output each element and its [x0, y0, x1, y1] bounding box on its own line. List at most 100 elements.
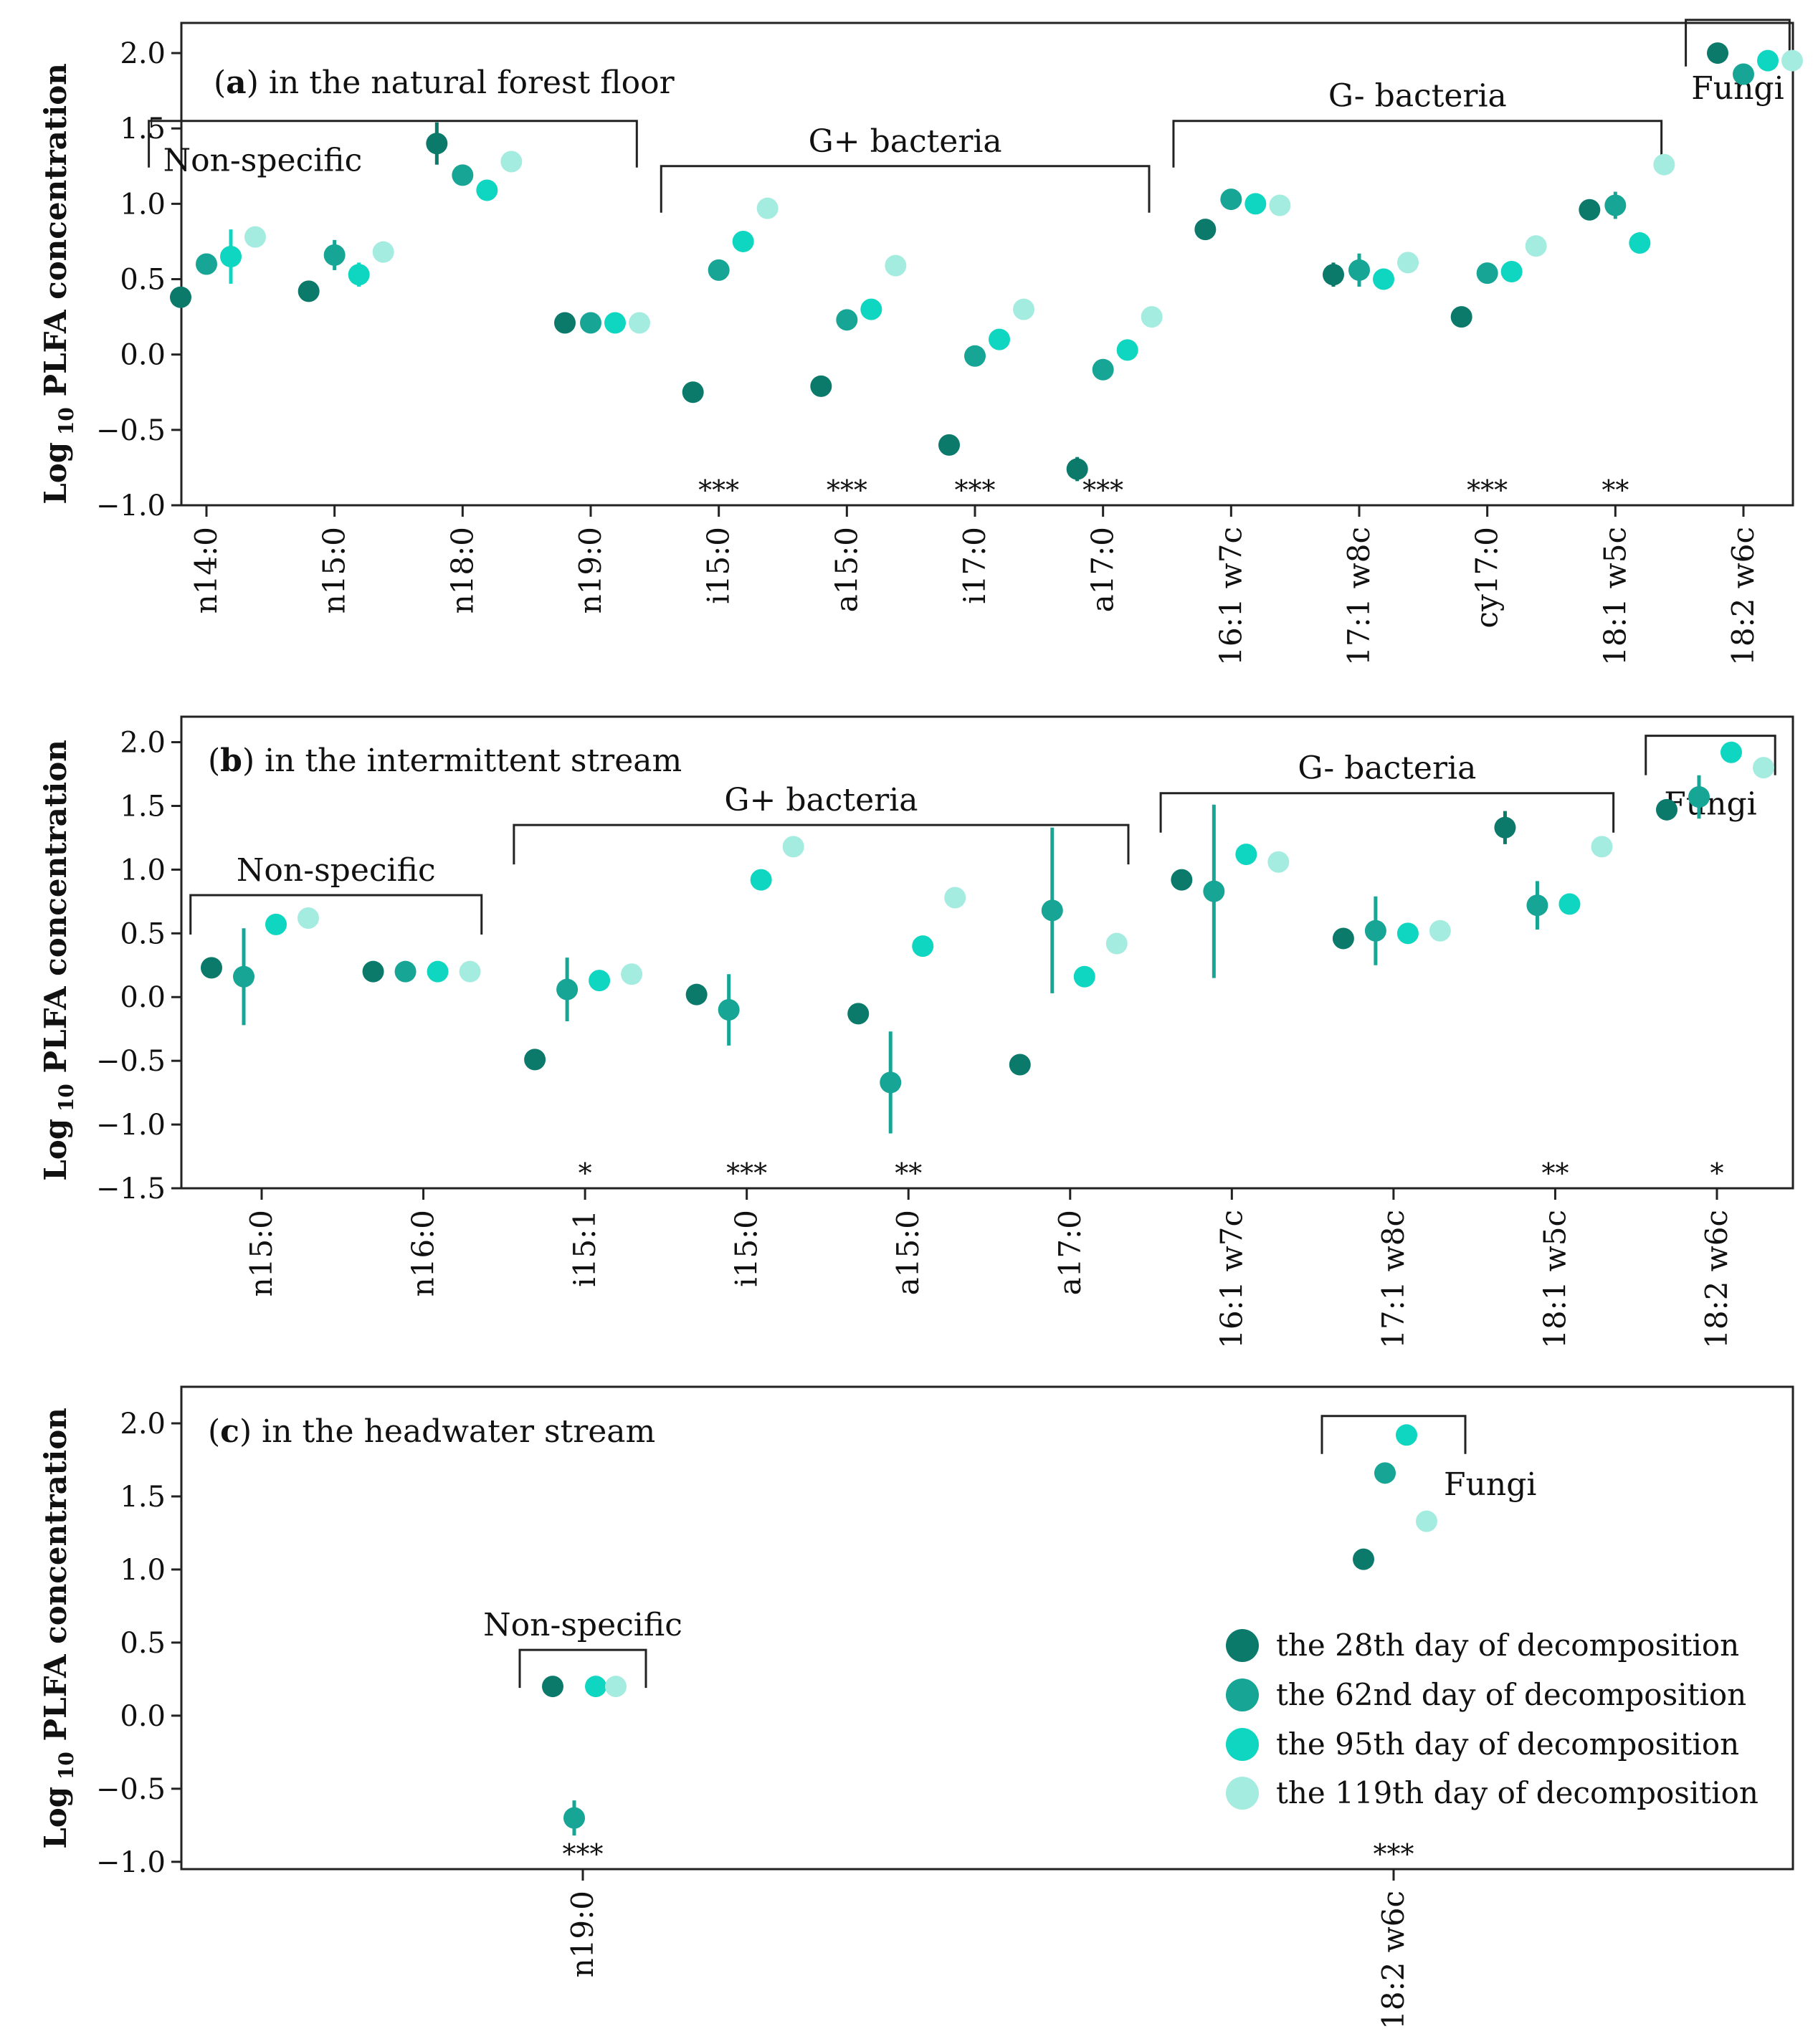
legend-label-95: the 95th day of decomposition [1276, 1727, 1739, 1762]
panel-c-letter: c [220, 1413, 239, 1450]
panel-c-groups: Non-specific Fungi [483, 1415, 1536, 1689]
y-tick-label: 0.5 [120, 264, 166, 297]
x-tick-label: 18:2 w6c [1699, 1210, 1734, 1349]
data-point [629, 312, 650, 334]
group-bracket [1172, 120, 1663, 168]
significance-label: *** [1374, 1838, 1414, 1870]
panel-c-marks [542, 1424, 1437, 1836]
data-point [1450, 306, 1472, 328]
y-tick-label: 2.0 [120, 727, 166, 760]
x-tick-label: n16:0 [406, 1210, 441, 1296]
panel-a-significance: *** *** *** *** *** ** [698, 474, 1629, 506]
panel-c: Log 10 PLFA concentration (c) in the hea… [38, 1385, 1794, 2030]
legend-marker-62 [1226, 1678, 1259, 1711]
data-point [589, 970, 611, 992]
group-bracket [1685, 19, 1791, 67]
data-point [880, 1071, 902, 1094]
ylabel-log: Log [38, 1787, 73, 1849]
data-point [1753, 757, 1774, 779]
group-bracket [518, 1648, 647, 1689]
y-tick-label: 0.0 [120, 981, 166, 1014]
data-point [298, 907, 319, 929]
panel-b-ylabel: Log 10 PLFA concentration [38, 740, 78, 1181]
data-point [750, 869, 772, 891]
data-point [1373, 268, 1394, 290]
data-point [847, 1003, 870, 1025]
data-point [1429, 920, 1451, 942]
data-point [860, 298, 882, 320]
panel-c-significance: *** *** [563, 1838, 1414, 1870]
data-point [196, 253, 217, 275]
data-point [782, 836, 804, 858]
data-point [170, 286, 191, 308]
data-point [362, 960, 384, 983]
group-label: G- bacteria [1328, 78, 1507, 115]
data-point [1267, 851, 1290, 873]
y-tick-label: −1.0 [96, 489, 166, 522]
significance-label: *** [1082, 474, 1123, 506]
data-point [756, 197, 779, 219]
y-tick-label: −1.5 [96, 1173, 166, 1205]
data-point [1416, 1510, 1437, 1532]
y-tick-label: −1.0 [96, 1846, 166, 1879]
x-tick-label: i17:0 [957, 527, 992, 604]
ylabel-rest: PLFA concentration [38, 1408, 73, 1752]
data-point [459, 960, 481, 983]
legend-label-119: the 119th day of decomposition [1276, 1775, 1758, 1810]
data-point [563, 1807, 585, 1829]
x-tick-label: n15:0 [244, 1210, 279, 1296]
x-tick-label: a17:0 [1085, 527, 1120, 612]
group-bracket [660, 165, 1151, 213]
ylabel-rest: PLFA concentration [38, 63, 73, 407]
data-point [554, 312, 576, 334]
data-point [476, 179, 498, 201]
data-point [1721, 741, 1742, 763]
panel-a: Log 10 PLFA concentration (a) in the nat… [38, 19, 1803, 666]
data-point [944, 887, 966, 909]
data-point [220, 245, 242, 267]
data-point [1757, 49, 1779, 72]
y-tick-label: 2.0 [120, 1408, 166, 1441]
data-point [426, 133, 448, 155]
data-point [1116, 339, 1138, 361]
panel-c-letter-close: ) [239, 1413, 262, 1450]
legend-marker-119 [1226, 1777, 1259, 1810]
panel-c-letter-open: ( [208, 1413, 220, 1450]
data-point [1066, 458, 1088, 480]
panel-c-title: (c) in the headwater stream [208, 1413, 655, 1450]
panel-c-ylabel: Log 10 PLFA concentration [38, 1408, 78, 1849]
y-tick-label: −1.0 [96, 1109, 166, 1142]
data-point [1353, 1548, 1374, 1570]
x-tick-label: i15:1 [567, 1210, 602, 1287]
ylabel-sub: 10 [54, 1752, 78, 1787]
data-point [1171, 869, 1193, 891]
data-point [265, 913, 287, 935]
x-tick-label: i15:0 [701, 527, 736, 604]
data-point [732, 230, 754, 252]
panel-b-x-axis: n15:0 n16:0 i15:1 i15:0 a15:0 a17:0 16:1 w7c 17… [244, 1188, 1734, 1349]
x-tick-label: 18:1 w5c [1537, 1210, 1572, 1349]
data-point [1476, 262, 1498, 285]
panel-a-y-axis: −1.0 −0.5 0.0 0.5 1.0 1.5 2.0 [96, 37, 181, 522]
y-tick-label: −0.5 [96, 1045, 166, 1078]
data-point [1494, 816, 1516, 839]
ylabel-sub: 10 [54, 1084, 78, 1119]
group-label: G+ bacteria [724, 782, 918, 818]
significance-label: *** [1467, 474, 1508, 506]
data-point [233, 965, 254, 988]
data-point [1500, 261, 1523, 283]
data-point [1105, 932, 1128, 955]
x-tick-label: n18:0 [444, 527, 480, 613]
significance-label: *** [827, 474, 867, 506]
data-point [1396, 1424, 1417, 1446]
significance-label: *** [698, 474, 739, 506]
data-point [542, 1676, 563, 1698]
data-point [964, 345, 986, 367]
x-tick-label: n19:0 [565, 1891, 600, 1977]
data-point [585, 1676, 606, 1698]
data-point [1656, 798, 1677, 821]
significance-label: * [579, 1157, 592, 1189]
panel-b-letter-open: ( [208, 742, 220, 779]
data-point [989, 328, 1010, 350]
